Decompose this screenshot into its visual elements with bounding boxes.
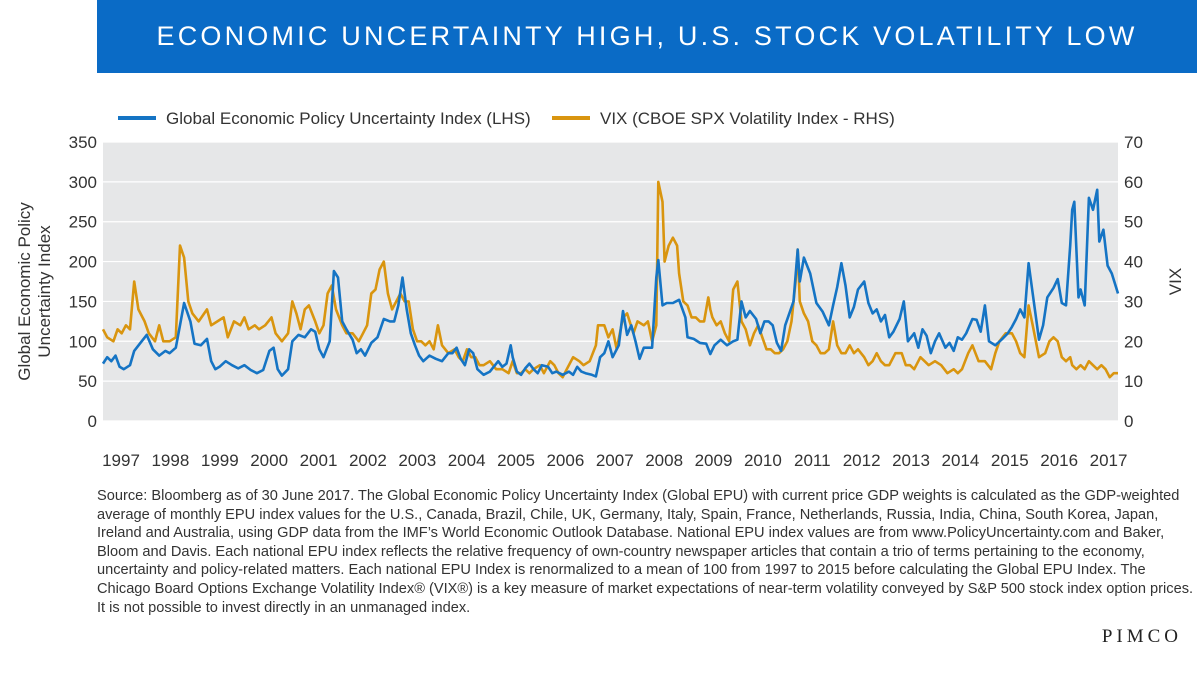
y-left-axis-title: Global Economic PolicyUncertainty Index [15,202,54,381]
y-left-tick-label: 350 [69,133,97,152]
x-tick-label: 2000 [250,451,288,470]
gridlines [103,141,1118,422]
y-right-tick-label: 30 [1124,292,1143,311]
y-left-tick-label: 300 [69,173,97,192]
x-tick-label: 2002 [349,451,387,470]
y-right-tick-label: 60 [1124,173,1143,192]
x-tick-label: 2003 [398,451,436,470]
y-right-tick-label: 10 [1124,372,1143,391]
x-tick-label: 2016 [1040,451,1078,470]
y-left-tick-label: 50 [78,372,97,391]
x-tick-label: 2008 [645,451,683,470]
y-right-tick-label: 40 [1124,253,1143,272]
axis-labels: 0 50 100 150 200 250 300 350 0 10 20 30 40 50 60 70 1997… [15,133,1185,470]
x-tick-label: 2006 [546,451,584,470]
y-left-tick-label: 150 [69,292,97,311]
x-tick-label: 1998 [151,451,189,470]
plot-area [103,142,1118,421]
y-right-tick-label: 70 [1124,133,1143,152]
legend: Global Economic Policy Uncertainty Index… [118,109,895,128]
y-right-axis-title: VIX [1166,268,1185,295]
y-left-tick-label: 200 [69,253,97,272]
source-footnote: Source: Bloomberg as of 30 June 2017. Th… [97,488,1194,616]
y-left-tick-label: 0 [88,412,97,431]
x-tick-label: 2017 [1090,451,1128,470]
pimco-logo: PIMCO [1101,626,1182,647]
x-tick-label: 2007 [596,451,634,470]
title-banner: ECONOMIC UNCERTAINTY HIGH, U.S. STOCK VO… [97,0,1197,73]
x-tick-label: 2011 [794,451,831,470]
epu-series-line [101,188,1120,378]
y-right-tick-label: 50 [1124,213,1143,232]
x-tick-label: 2010 [744,451,782,470]
series-layer [101,180,1120,379]
x-tick-label: 2012 [843,451,881,470]
vix-series-line [101,180,1118,379]
y-right-tick-label: 0 [1124,412,1133,431]
x-tick-label: 2014 [941,451,979,470]
x-tick-label: 2001 [300,451,338,470]
x-tick-label: 2004 [448,451,486,470]
legend-epu-label: Global Economic Policy Uncertainty Index… [166,109,531,128]
x-tick-label: 1999 [201,451,239,470]
y-right-tick-label: 20 [1124,332,1143,351]
x-tick-label: 2015 [991,451,1029,470]
x-tick-label: 2013 [892,451,930,470]
page-title: ECONOMIC UNCERTAINTY HIGH, U.S. STOCK VO… [156,21,1138,51]
x-tick-label: 2005 [497,451,535,470]
y-left-tick-label: 100 [69,332,97,351]
x-tick-label: 1997 [102,451,140,470]
legend-vix-label: VIX (CBOE SPX Volatility Index - RHS) [600,109,895,128]
chart: Global Economic Policy Uncertainty Index… [15,109,1185,470]
x-tick-label: 2009 [695,451,733,470]
y-left-tick-label: 250 [69,213,97,232]
